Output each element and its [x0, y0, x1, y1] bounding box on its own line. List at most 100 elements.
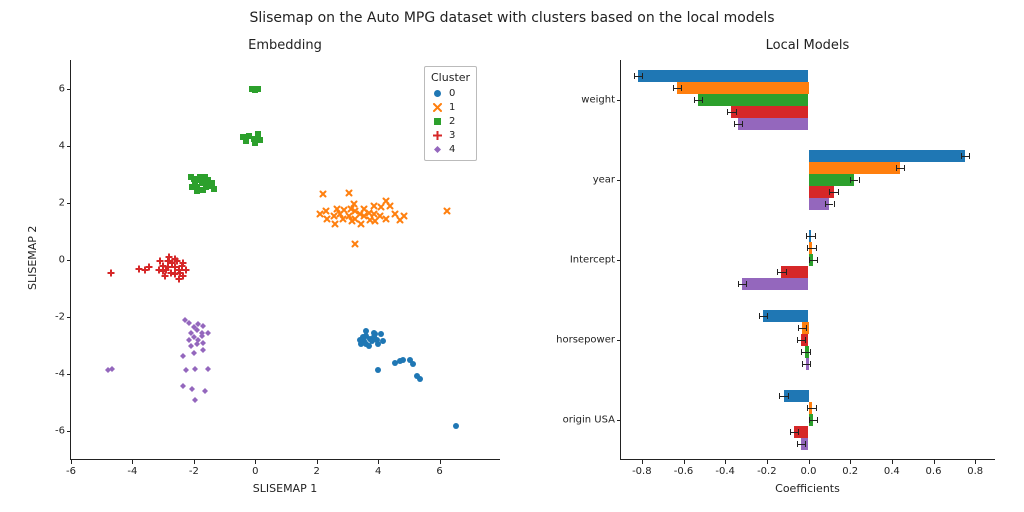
- scatter-point-2: [191, 176, 197, 182]
- scatter-point-1: [345, 189, 352, 196]
- scatter-point-3: [166, 254, 173, 261]
- scatter-point-3: [107, 269, 114, 276]
- scatter-point-4: [190, 349, 198, 357]
- scatter-point-2: [252, 87, 258, 93]
- scatter-point-1: [444, 208, 451, 215]
- bar-year-c1: [809, 162, 901, 174]
- bars-title: Local Models: [620, 38, 995, 53]
- legend-label: 4: [449, 144, 455, 155]
- scatter-point-3: [146, 264, 153, 271]
- scatter-title: Embedding: [70, 38, 500, 53]
- legend-marker: [431, 143, 443, 155]
- scatter-point-3: [160, 268, 167, 275]
- scatter-ytick: 4: [41, 140, 65, 151]
- bar-err: [809, 420, 817, 421]
- scatter-point-4: [199, 346, 207, 354]
- legend-marker: [431, 87, 443, 99]
- bar-err: [738, 284, 746, 285]
- bar-err: [807, 248, 815, 249]
- bar-err: [779, 396, 787, 397]
- bar-err: [634, 76, 642, 77]
- scatter-point-3: [180, 259, 187, 266]
- feature-label: origin USA: [543, 415, 615, 426]
- legend-label: 1: [449, 102, 455, 113]
- legend-marker: [431, 115, 443, 127]
- legend-marker: [431, 129, 443, 141]
- bar-err: [961, 156, 969, 157]
- scatter-point-1: [350, 201, 357, 208]
- bar-err: [809, 260, 817, 261]
- legend-marker: [431, 101, 443, 113]
- scatter-point-0: [410, 361, 416, 367]
- bar-err: [734, 124, 742, 125]
- scatter-point-1: [322, 208, 329, 215]
- legend-title: Cluster: [431, 71, 470, 84]
- bar-err: [694, 100, 702, 101]
- scatter-point-0: [400, 357, 406, 363]
- legend-label: 2: [449, 116, 455, 127]
- scatter-xtick: 4: [375, 466, 381, 477]
- scatter-point-4: [179, 382, 187, 390]
- bar-err: [801, 352, 809, 353]
- scatter-ytick: -4: [41, 369, 65, 380]
- feature-label: Intercept: [543, 255, 615, 266]
- scatter-point-4: [108, 365, 116, 373]
- feature-label: weight: [543, 95, 615, 106]
- legend-item-4: 4: [431, 142, 470, 156]
- scatter-point-3: [175, 275, 182, 282]
- bars-xtick: 0.6: [926, 466, 942, 477]
- bar-year-c2: [809, 174, 855, 186]
- bar-err: [829, 192, 837, 193]
- legend-item-0: 0: [431, 86, 470, 100]
- scatter-point-2: [257, 137, 263, 143]
- scatter-ytick: 6: [41, 83, 65, 94]
- bars-xtick: 0.8: [967, 466, 983, 477]
- bars-xtick: 0.2: [842, 466, 858, 477]
- scatter-point-1: [319, 191, 326, 198]
- bar-weight-c1: [677, 82, 808, 94]
- bar-err: [806, 236, 814, 237]
- scatter-xtick: -4: [127, 466, 137, 477]
- scatter-point-4: [191, 396, 199, 404]
- bar-err: [777, 272, 785, 273]
- scatter-point-2: [211, 186, 217, 192]
- bars-plot-area: -0.8-0.6-0.4-0.20.00.20.40.60.8weightyea…: [620, 60, 995, 460]
- scatter-point-1: [387, 202, 394, 209]
- scatter-point-4: [179, 352, 187, 360]
- bar-year-c0: [809, 150, 965, 162]
- bar-err: [825, 204, 833, 205]
- bar-err: [807, 408, 815, 409]
- scatter-xtick: 6: [436, 466, 442, 477]
- scatter-xtick: -2: [189, 466, 199, 477]
- bars-xtick: -0.6: [674, 466, 694, 477]
- scatter-point-2: [194, 184, 200, 190]
- scatter-point-4: [204, 365, 212, 373]
- bar-err: [759, 316, 767, 317]
- scatter-point-2: [243, 138, 249, 144]
- scatter-point-0: [378, 331, 384, 337]
- scatter-point-1: [358, 221, 365, 228]
- bar-err: [797, 444, 805, 445]
- legend-item-1: 1: [431, 100, 470, 114]
- scatter-ytick: 2: [41, 197, 65, 208]
- scatter-xtick: 0: [252, 466, 258, 477]
- scatter-point-1: [401, 212, 408, 219]
- scatter-point-0: [375, 367, 381, 373]
- scatter-point-0: [371, 334, 377, 340]
- scatter-point-4: [204, 329, 212, 337]
- scatter-point-1: [332, 221, 339, 228]
- scatter-xtick: 2: [314, 466, 320, 477]
- scatter-point-0: [358, 341, 364, 347]
- cluster-legend: Cluster 0 1 23 4: [424, 66, 477, 161]
- figure-suptitle: Slisemap on the Auto MPG dataset with cl…: [0, 10, 1024, 26]
- scatter-point-1: [333, 205, 340, 212]
- bar-err: [673, 88, 681, 89]
- scatter-point-3: [183, 267, 190, 274]
- scatter-point-0: [363, 328, 369, 334]
- bar-weight-c4: [738, 118, 809, 130]
- bar-err: [896, 168, 904, 169]
- scatter-ytick: -6: [41, 426, 65, 437]
- legend-item-3: 3: [431, 128, 470, 142]
- legend-label: 0: [449, 88, 455, 99]
- scatter-point-4: [188, 385, 196, 393]
